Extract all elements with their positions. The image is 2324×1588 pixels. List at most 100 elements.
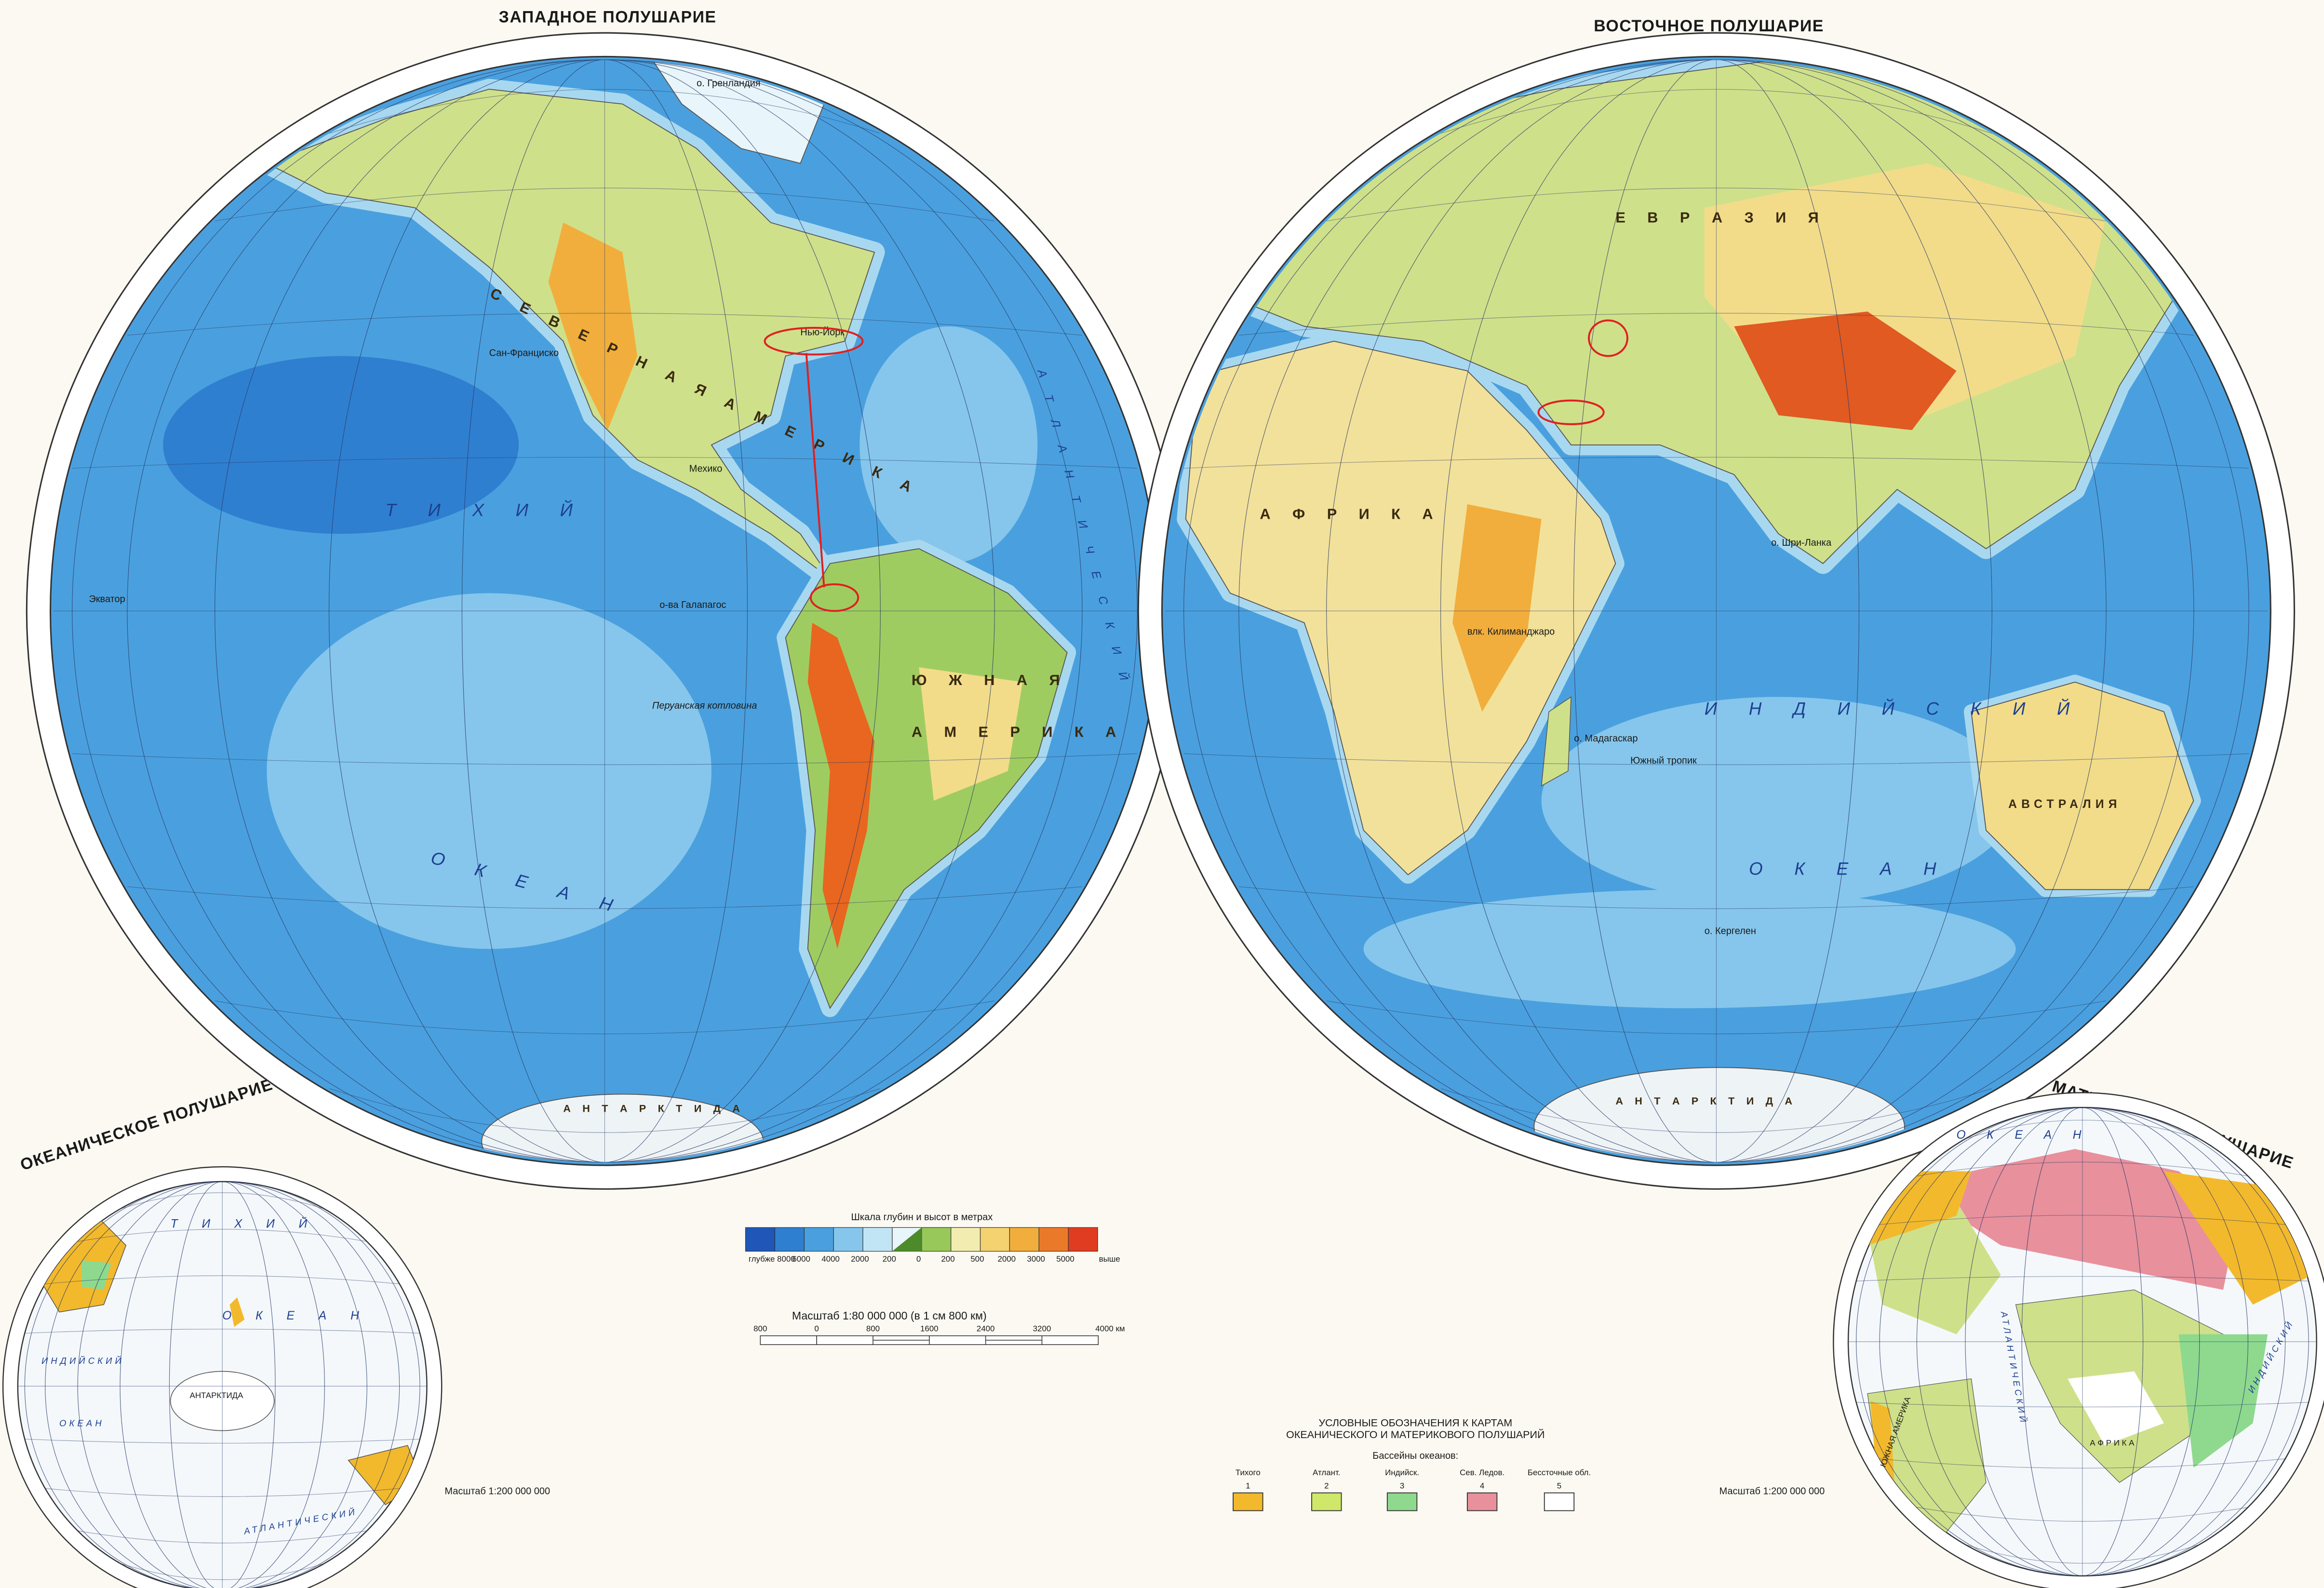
parallel-line [1917,1507,2248,1522]
parallel-line [45,1488,400,1497]
continental-africa-label: А Ф Р И К А [2090,1438,2135,1447]
western-graticule [53,59,1156,1163]
parallel-line [215,1000,995,1035]
basin-legend-subtitle: Бассейны океанов: [1372,1451,1458,1461]
australia-label: АВСТРАЛИЯ [2008,798,2122,811]
scale-bar: Масштаб 1:80 000 000 (в 1 см 800 км) 800… [753,1309,1125,1345]
peru-basin-label: Перуанская котловина [652,700,757,711]
south-america-label-2: А М Е Р И К А [912,724,1125,740]
eastern-hemisphere: Е В Р А З И Я А Ф Р И К А И Н Д И Й С К … [1137,32,2296,1190]
indian-basin-area [2178,1334,2268,1468]
basin-legend: УСЛОВНЫЕ ОБОЗНАЧЕНИЯ К КАРТАМ ОКЕАНИЧЕСК… [1233,1417,1591,1511]
depth-legend-title: Шкала глубин и высот в метрах [851,1212,993,1223]
parallel-line [1183,753,2249,765]
parallel-line [1965,1120,2200,1139]
parallel-line [329,89,881,134]
depth-legend-label: 2000 [851,1254,869,1264]
basin-legend-title-1: УСЛОВНЫЕ ОБОЗНАЧЕНИЯ К КАРТАМ [1318,1417,1512,1428]
depth-legend-label: 4000 [821,1254,840,1264]
pacific-ocean-label: Т И Х И Й [385,500,586,520]
basin-number: 2 [1324,1481,1329,1490]
scale-tick-label: 2400 [977,1324,995,1333]
parallel-line [25,1439,420,1444]
south-america-label: Ю Ж Н А Я [912,672,1069,688]
basin-legend-item: Атлант. 2 [1311,1468,1342,1511]
annotation-ellipse [1537,399,1605,425]
depth-legend-label: 2000 [997,1254,1016,1264]
basin-legend-item: Тихого 1 [1233,1468,1263,1511]
basin-legend-item: Индийск. 3 [1385,1468,1419,1511]
parallel-line [1440,89,1992,134]
scale-tick-label: 0 [814,1324,819,1333]
basin-legend-item: Сев. Ледов. 4 [1460,1468,1505,1511]
parallel-line [45,1275,400,1284]
western-hemisphere-title: ЗАПАДНОЕ ПОЛУШАРИЕ [499,8,717,27]
depth-legend-label: 5000 [1056,1254,1075,1264]
east-antarctica-label: А Н Т А Р К Т И Д А [1615,1095,1797,1107]
southern-ridge [1363,889,2016,1009]
parallel-line [127,313,1083,336]
parallel-line [1326,1000,2107,1035]
depth-color-swatch [980,1227,1010,1252]
scale-tick-label: 3200 [1033,1324,1051,1333]
depth-height-legend: Шкала глубин и высот в метрах глубже 800… [745,1212,1120,1264]
parallel-line [120,1192,325,1210]
san-francisco-label: Сан-Франциско [489,348,559,358]
western-hemisphere: Т И Х И Й О К Е А Н С Е В Е Р Н А Я А М … [26,32,1184,1190]
oceanic-hemisphere-title: ОКЕАНИЧЕСКОЕ ПОЛУШАРИЕ [18,1075,275,1174]
parallel-line [215,188,995,222]
depth-legend-label: 200 [941,1254,954,1264]
mexico-city-label: Мехико [689,463,723,474]
depth-color-swatch [1068,1227,1098,1252]
sahara-endorheic [2068,1371,2164,1446]
depth-color-swatch [1038,1227,1069,1252]
parallel-line [1238,886,2194,909]
depth-color-swatch [951,1227,981,1252]
depth-legend-label: глубже 8000 [749,1254,795,1264]
parallel-line [72,753,1138,765]
depth-legend-label: 500 [970,1254,984,1264]
eastern-graticule [1165,59,2268,1163]
scale-tick-label: 800 [753,1324,767,1333]
kerguelen-label: о. Кергелен [1705,926,1756,937]
africa-label: А Ф Р И К А [1260,506,1442,523]
parallel-line [1326,188,2107,222]
depth-color-swatch [774,1227,805,1252]
parallel-line [78,1530,367,1544]
peru-basin-shallow [267,593,712,949]
parallel-line [1183,457,2249,469]
continental-hemisphere: О К Е А Н АТЛАНТИЧЕСКИЙ ИНДИЙСКИЙ ЮЖНАЯ … [1719,1092,2324,1588]
south-america-landmass [785,548,1068,1009]
parallel-line [127,886,1083,909]
galapagos-label: о-ва Галапагос [659,600,726,610]
parallel-line [1917,1161,2248,1177]
parallel-line [1880,1215,2285,1225]
parallel-line [329,1088,881,1133]
madagascar-label: о. Мадагаскар [1574,733,1638,744]
parallel-line [1440,1088,1992,1133]
depth-legend-label: выше [1099,1254,1120,1264]
parallel-line [1856,1276,2309,1281]
scale-tick-label: 4000 км [1095,1324,1125,1333]
parallel-line [1880,1458,2285,1468]
andes-mountains [807,622,875,949]
annotation-line [805,353,825,588]
brazilian-highlands [919,667,1023,801]
basin-label: Тихого [1236,1468,1261,1477]
oceanic-hemisphere: Т И Х И Й О К Е А Н ИНДИЙСКИЙ ОКЕАН АНТА… [2,1166,550,1588]
rocky-mountains [548,222,638,431]
annotation-ellipse [764,327,864,356]
parallel-line [120,1563,325,1580]
depth-color-swatch [862,1227,893,1252]
basin-label: Индийск. [1385,1468,1419,1477]
basin-color-swatch [1233,1492,1263,1511]
annotation-ellipse [1587,319,1628,357]
scale-tick-label: 1600 [920,1324,939,1333]
parallel-line [78,1229,367,1242]
continental-scale-label: Масштаб 1:200 000 000 [1719,1486,1825,1497]
oceanic-indian-label: ИНДИЙСКИЙ [41,1356,124,1366]
depth-color-swatch [804,1227,834,1252]
oceanic-indian-ocean-label: ОКЕАН [59,1418,105,1428]
basin-label: Бессточные обл. [1528,1468,1591,1477]
basin-number: 3 [1400,1481,1404,1490]
